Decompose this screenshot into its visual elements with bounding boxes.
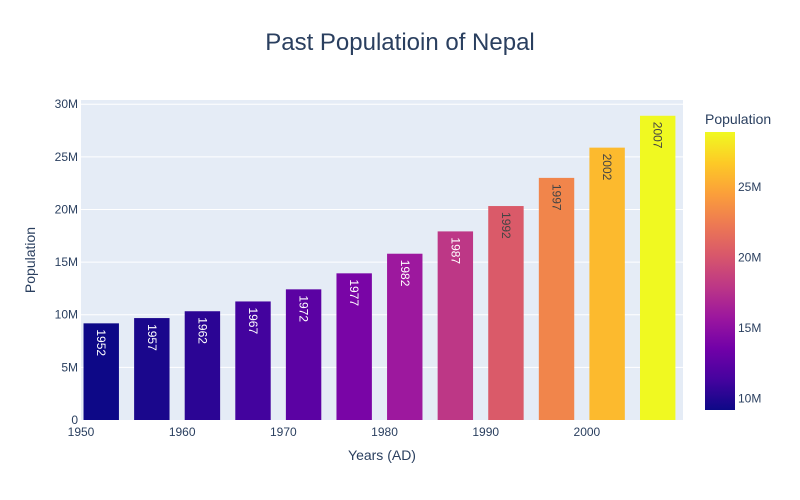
bar-label: 1967: [246, 307, 260, 334]
bar: [235, 301, 271, 420]
y-axis-ticks: 0 5M 10M 15M 20M 25M 30M: [55, 97, 79, 427]
bar-label: 1962: [195, 317, 209, 344]
colorbar-tick-label: 25M: [738, 180, 761, 194]
bar: [83, 323, 119, 420]
y-tick-label: 0: [71, 413, 78, 427]
bar-label: 1982: [398, 260, 412, 287]
colorbar-tick-label: 15M: [738, 321, 761, 335]
y-tick-label: 10M: [55, 308, 78, 322]
bar-label: 1997: [550, 184, 564, 211]
bar: [538, 177, 575, 420]
bar: [387, 253, 423, 420]
y-tick-label: 25M: [55, 150, 78, 164]
y-tick-label: 20M: [55, 202, 78, 216]
bar: [589, 147, 625, 420]
x-tick-label: 1970: [270, 425, 297, 439]
colorbar-title: Population: [705, 111, 771, 127]
x-tick-label: 2000: [574, 425, 601, 439]
plot-area: [81, 100, 683, 420]
y-tick-label: 30M: [55, 97, 78, 111]
bar: [134, 318, 170, 420]
x-tick-label: 1950: [68, 425, 95, 439]
x-tick-label: 1990: [472, 425, 499, 439]
bar: [184, 311, 221, 420]
bar-label: 1992: [499, 212, 513, 239]
x-tick-label: 1980: [371, 425, 398, 439]
gridlines: [81, 103, 683, 368]
bar-label: 1987: [448, 237, 462, 264]
bar: [640, 115, 676, 420]
x-tick-label: 1960: [169, 425, 196, 439]
bars: 1952 1957 1962 1967 1972 1977 1982 1987 1992 1997…: [83, 115, 676, 420]
chart-title: Past Populatioin of Nepal: [265, 29, 535, 56]
bar: [437, 231, 474, 420]
colorbar: Population 10M 15M 20M 25M: [705, 111, 771, 410]
x-axis-ticks: 1950 1960 1970 1980 1990 2000: [68, 425, 601, 439]
y-tick-label: 5M: [61, 360, 78, 374]
bar: [488, 206, 524, 420]
bar-label: 1952: [94, 329, 108, 356]
y-tick-label: 15M: [55, 255, 78, 269]
colorbar-ticks: 10M 15M 20M 25M: [738, 180, 761, 405]
x-axis-title: Years (AD): [348, 447, 416, 463]
y-axis-title: Population: [22, 227, 38, 293]
bar: [285, 289, 322, 420]
bar-label: 1957: [145, 324, 159, 351]
colorbar-tick-label: 10M: [738, 391, 761, 405]
colorbar-tick-label: 20M: [738, 250, 761, 264]
colorbar-gradient: [705, 132, 735, 410]
bar-label: 1977: [347, 279, 361, 306]
bar-label: 2002: [600, 154, 614, 181]
bar-label: 1972: [297, 295, 311, 322]
bar-label: 2007: [651, 122, 665, 149]
bar: [336, 273, 372, 420]
